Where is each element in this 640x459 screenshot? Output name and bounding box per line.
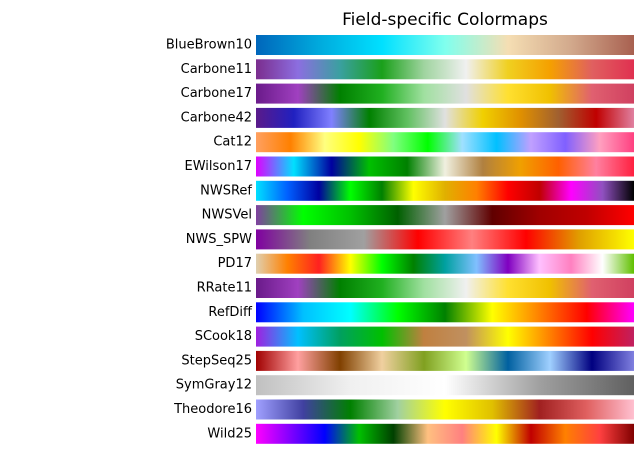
colormap-bar (256, 156, 634, 177)
colormap-label: SymGray12 (176, 378, 252, 393)
colormap-bar (256, 205, 634, 226)
colormap-bar (256, 375, 634, 396)
colormap-bar (256, 399, 634, 420)
colormap-label: PD17 (218, 256, 252, 271)
colormap-bar (256, 83, 634, 104)
colormap-label: BlueBrown10 (166, 38, 252, 53)
colormap-label: NWSRef (200, 183, 252, 198)
colormap-bar (256, 59, 634, 80)
colormap-label: StepSeq25 (181, 353, 252, 368)
colormap-bar (256, 350, 634, 371)
colormap-label: RefDiff (208, 305, 253, 320)
colormap-label: NWS_SPW (186, 232, 252, 247)
colormap-label: Carbone42 (181, 110, 252, 125)
colormap-bar (256, 35, 634, 55)
colormap-label: Carbone11 (181, 62, 252, 77)
colormap-bar (256, 253, 634, 274)
colormap-bar (256, 229, 634, 250)
colormap-label: Wild25 (207, 426, 252, 441)
colormap-label: Theodore16 (173, 402, 252, 417)
colormap-bar (256, 132, 634, 153)
colormap-bar (256, 326, 634, 347)
colormap-label: SCook18 (195, 329, 252, 344)
colormap-bar (256, 302, 634, 323)
colormap-bar (256, 423, 634, 444)
colormap-bar (256, 107, 634, 128)
colormap-label: NWSVel (202, 208, 252, 223)
colormap-label: Carbone17 (181, 86, 252, 101)
colormap-bar (256, 180, 634, 201)
chart-title: Field-specific Colormaps (342, 10, 548, 30)
colormap-bar (256, 278, 634, 298)
colormap-label: RRate11 (197, 281, 252, 296)
colormap-label: Cat12 (213, 135, 252, 150)
colormap-label: EWilson17 (184, 159, 252, 174)
